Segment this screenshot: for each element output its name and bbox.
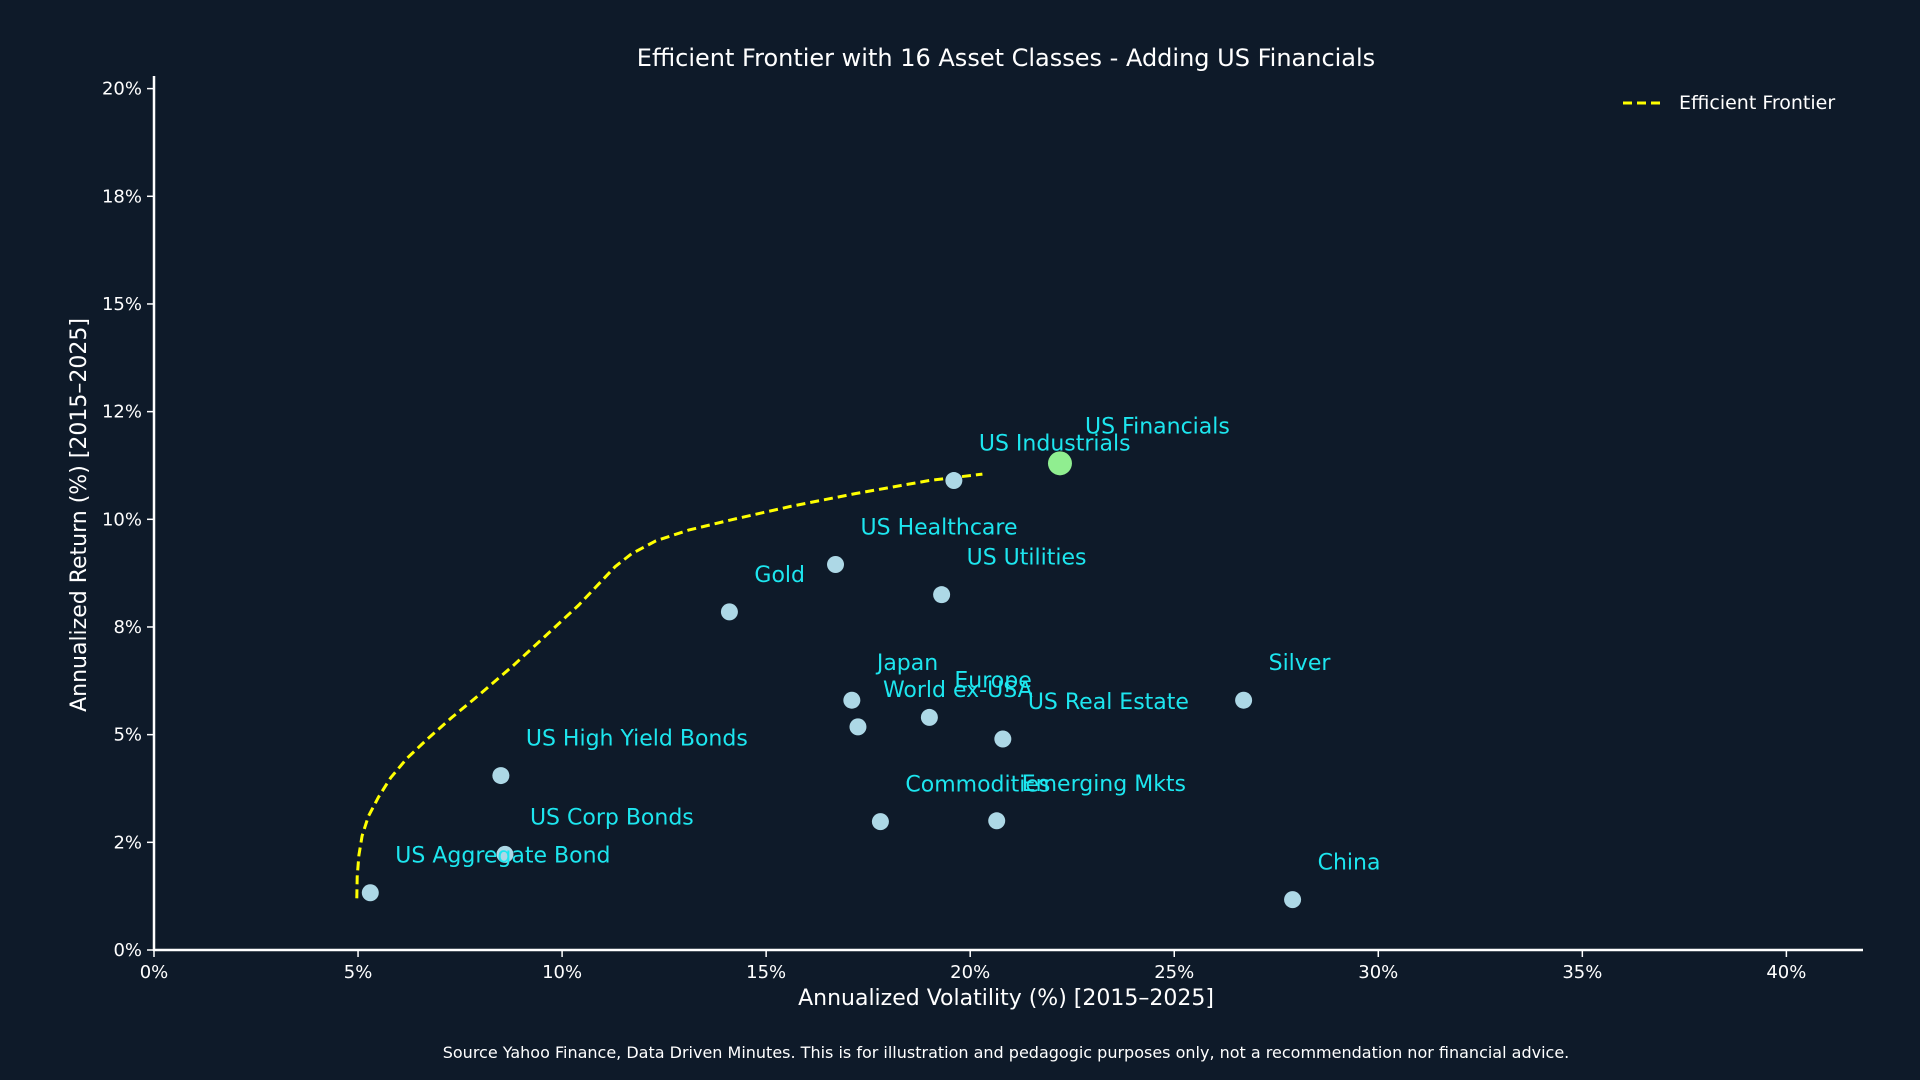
label-us-corp-bonds: US Corp Bonds [530,805,694,830]
label-us-real-estate: US Real Estate [1028,690,1189,715]
y-axis-title: Annualized Return (%) [2015–2025] [67,318,92,712]
point-us-aggregate-bond [361,884,379,902]
legend-label-frontier: Efficient Frontier [1679,92,1835,114]
points-layer [361,451,1302,909]
label-china: China [1318,851,1381,876]
point-us-healthcare [827,556,845,574]
label-japan: Japan [875,651,938,676]
y-tick-label: 2% [113,832,142,853]
x-tick-label: 20% [950,962,990,983]
point-us-utilities [933,586,951,604]
point-japan [843,691,861,709]
x-tick-label: 5% [344,962,373,983]
x-axis-title: Annualized Volatility (%) [2015–2025] [798,986,1214,1011]
x-tick-label: 25% [1154,962,1194,983]
y-tick-label: 18% [102,186,142,207]
point-us-industrials [945,472,963,490]
x-tick-label: 30% [1358,962,1398,983]
label-silver: Silver [1269,651,1332,676]
point-commodities [871,813,889,831]
y-tick-label: 12% [102,402,142,423]
y-tick-label: 15% [102,294,142,315]
frontier-layer [355,472,983,899]
x-tick-label: 15% [746,962,786,983]
source-note: Source Yahoo Finance, Data Driven Minute… [443,1043,1570,1062]
chart-title: Efficient Frontier with 16 Asset Classes… [637,44,1375,72]
label-emerging-mkts: Emerging Mkts [1022,772,1186,797]
label-us-utilities: US Utilities [967,546,1087,571]
label-us-high-yield-bonds: US High Yield Bonds [526,727,748,752]
label-world-ex-usa: World ex-USA [883,678,1033,703]
y-tick-label: 10% [102,509,142,530]
legend: Efficient Frontier [1623,92,1835,114]
point-us-high-yield-bonds [492,767,510,785]
axis-ticks: 0% 5% 10% 15% 20% 25% 30% 35% 40% 0% 2% 5% 8% 10% 12% 1… [102,79,1806,983]
y-tick-label: 5% [113,725,142,746]
efficient-frontier-line [355,472,983,899]
label-us-healthcare: US Healthcare [861,516,1018,541]
label-us-industrials: US Industrials [979,432,1131,457]
label-commodities: Commodities [905,773,1050,798]
point-gold [720,603,738,621]
label-us-aggregate-bond: US Aggregate Bond [395,844,610,869]
label-us-financials: US Financials [1085,414,1230,439]
point-us-real-estate [994,730,1012,748]
point-us-corp-bonds [496,845,514,863]
x-tick-label: 0% [140,962,169,983]
point-us-financials [1047,451,1072,476]
y-tick-label: 8% [113,617,142,638]
point-labels-layer: US Aggregate Bond US Corp Bonds US High Yi… [395,414,1380,875]
y-tick-label: 20% [102,79,142,100]
point-emerging-mkts [988,812,1006,830]
y-tick-label: 0% [113,940,142,961]
label-gold: Gold [754,563,805,588]
x-tick-label: 40% [1766,962,1806,983]
x-tick-label: 10% [542,962,582,983]
x-tick-label: 35% [1562,962,1602,983]
point-china [1284,891,1302,909]
point-world-ex-usa [849,718,867,736]
point-europe [920,708,938,726]
point-silver [1235,691,1253,709]
label-europe: Europe [954,668,1031,693]
